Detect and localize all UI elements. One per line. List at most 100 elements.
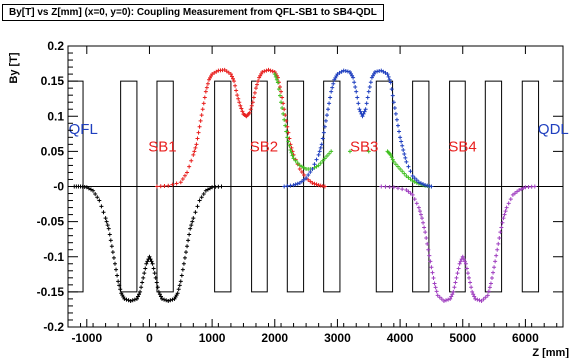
data-point — [329, 149, 333, 153]
data-point — [394, 112, 398, 116]
data-series — [72, 68, 537, 303]
data-point — [367, 90, 371, 94]
data-point — [369, 80, 373, 84]
data-point — [317, 153, 321, 157]
data-point — [269, 69, 273, 73]
data-point — [406, 165, 410, 169]
magnet-label: SB4 — [448, 138, 476, 155]
data-point — [124, 298, 128, 302]
data-point — [306, 173, 310, 177]
data-point — [236, 97, 240, 101]
data-point — [141, 276, 145, 280]
data-point — [115, 273, 119, 277]
data-point — [195, 204, 199, 208]
data-point — [489, 281, 493, 285]
data-point — [104, 216, 108, 220]
data-point — [492, 265, 496, 269]
data-point — [267, 68, 271, 72]
data-point — [188, 227, 192, 231]
data-point — [315, 182, 319, 186]
data-point — [139, 285, 143, 289]
data-point — [189, 159, 193, 163]
data-point — [179, 180, 183, 184]
data-point — [496, 242, 500, 246]
data-point — [181, 268, 185, 272]
x-tick-label: 1000 — [199, 331, 226, 345]
data-point — [400, 144, 404, 148]
data-point — [97, 199, 101, 203]
data-point — [116, 279, 120, 283]
data-point — [424, 236, 428, 240]
data-point — [327, 152, 331, 156]
data-point — [95, 195, 99, 199]
data-point — [420, 216, 424, 220]
data-point — [179, 279, 183, 283]
y-tick-label: -0 — [53, 180, 64, 194]
data-point — [93, 192, 97, 196]
data-point — [355, 96, 359, 100]
data-point — [326, 107, 330, 111]
y-axis-label: By [T] — [8, 52, 20, 84]
data-point — [413, 197, 417, 201]
data-point — [255, 83, 259, 87]
data-point — [383, 185, 387, 189]
data-point — [321, 159, 325, 163]
x-tick-label: 3000 — [324, 331, 351, 345]
data-point — [493, 259, 497, 263]
data-point — [166, 299, 170, 303]
data-point — [328, 96, 332, 100]
data-point — [143, 266, 147, 270]
data-point — [249, 107, 253, 111]
data-point — [365, 101, 369, 105]
data-point — [353, 85, 357, 89]
data-point — [469, 285, 473, 289]
data-point — [234, 88, 238, 92]
data-point — [168, 298, 172, 302]
y-tick-label: 0.15 — [41, 74, 65, 88]
data-point — [379, 185, 383, 189]
magnet-label: SB1 — [148, 138, 176, 155]
data-point — [185, 170, 189, 174]
data-point — [430, 271, 434, 275]
data-point — [185, 244, 189, 248]
data-point — [204, 90, 208, 94]
data-point — [296, 182, 300, 186]
data-point — [194, 142, 198, 146]
data-point — [152, 266, 156, 270]
data-point — [177, 287, 181, 291]
data-point — [183, 256, 187, 260]
data-point — [453, 281, 457, 285]
data-point — [398, 135, 402, 139]
data-point — [156, 285, 160, 289]
data-point — [129, 299, 133, 303]
data-point — [325, 154, 329, 158]
data-point — [324, 119, 328, 123]
data-point — [396, 124, 400, 128]
data-point — [198, 125, 202, 129]
data-point — [198, 199, 202, 203]
data-point — [114, 268, 118, 272]
data-point — [400, 187, 404, 191]
data-point — [192, 149, 196, 153]
data-point — [312, 162, 316, 166]
data-point — [105, 220, 109, 224]
data-point — [181, 177, 185, 181]
data-point — [189, 223, 193, 227]
data-point — [413, 176, 417, 180]
data-point — [409, 169, 413, 173]
y-tick-label: -0.1 — [43, 250, 64, 264]
data-point — [368, 85, 372, 89]
data-point — [250, 104, 254, 108]
data-point — [418, 209, 422, 213]
data-point — [330, 86, 334, 90]
data-point — [504, 209, 508, 213]
data-point — [366, 96, 370, 100]
x-tick-label: 4000 — [387, 331, 414, 345]
data-point — [452, 285, 456, 289]
data-point — [191, 216, 195, 220]
data-point — [99, 204, 103, 208]
data-point — [507, 201, 511, 205]
data-point — [102, 210, 106, 214]
data-point — [398, 167, 402, 171]
data-point — [505, 206, 509, 210]
